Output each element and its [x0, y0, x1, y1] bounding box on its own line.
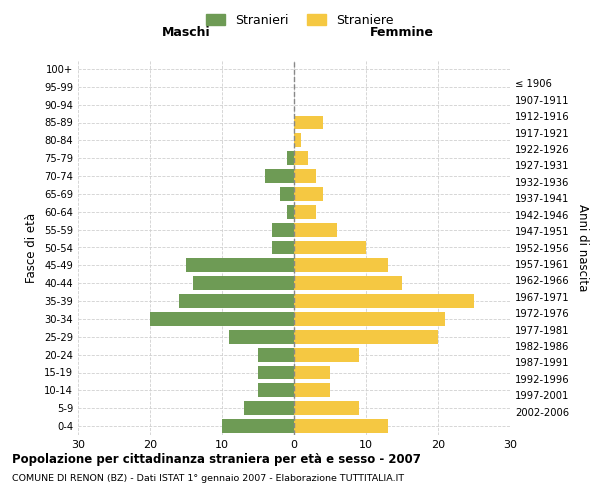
Y-axis label: Anni di nascita: Anni di nascita	[576, 204, 589, 291]
Bar	[150, 312, 294, 326]
Bar	[294, 169, 316, 183]
Bar	[258, 384, 294, 398]
Bar	[258, 348, 294, 362]
Bar	[222, 419, 294, 433]
Bar	[272, 222, 294, 236]
Bar	[294, 258, 388, 272]
Bar	[294, 384, 330, 398]
Legend: Stranieri, Straniere: Stranieri, Straniere	[202, 8, 398, 32]
Bar	[294, 366, 330, 380]
Bar	[272, 240, 294, 254]
Bar	[287, 205, 294, 219]
Bar	[244, 401, 294, 415]
Y-axis label: Fasce di età: Fasce di età	[25, 212, 38, 282]
Bar	[294, 240, 366, 254]
Bar	[265, 169, 294, 183]
Bar	[294, 187, 323, 201]
Bar	[193, 276, 294, 290]
Text: Femmine: Femmine	[370, 26, 434, 38]
Bar	[294, 151, 308, 165]
Text: Maschi: Maschi	[161, 26, 211, 38]
Bar	[186, 258, 294, 272]
Bar	[280, 187, 294, 201]
Bar	[258, 366, 294, 380]
Bar	[294, 419, 388, 433]
Bar	[294, 116, 323, 130]
Text: Popolazione per cittadinanza straniera per età e sesso - 2007: Popolazione per cittadinanza straniera p…	[12, 452, 421, 466]
Bar	[287, 151, 294, 165]
Bar	[294, 401, 359, 415]
Text: COMUNE DI RENON (BZ) - Dati ISTAT 1° gennaio 2007 - Elaborazione TUTTITALIA.IT: COMUNE DI RENON (BZ) - Dati ISTAT 1° gen…	[12, 474, 404, 483]
Bar	[294, 294, 474, 308]
Bar	[229, 330, 294, 344]
Bar	[294, 348, 359, 362]
Bar	[294, 205, 316, 219]
Bar	[294, 312, 445, 326]
Bar	[179, 294, 294, 308]
Bar	[294, 330, 438, 344]
Bar	[294, 222, 337, 236]
Bar	[294, 134, 301, 147]
Bar	[294, 276, 402, 290]
